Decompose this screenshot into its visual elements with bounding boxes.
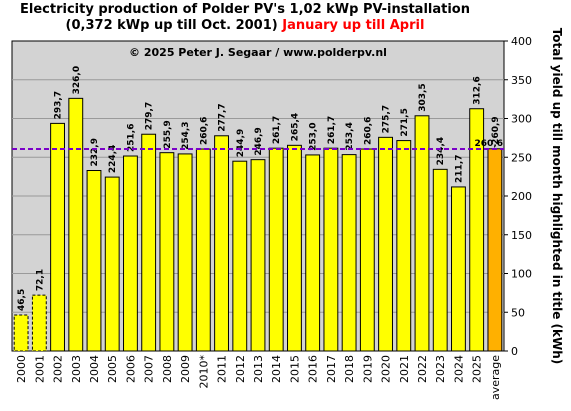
x-tick-label: 2000 (15, 355, 28, 383)
bar-value-label: 224,4 (108, 145, 118, 173)
bar (159, 152, 175, 352)
bar-value-label: 260,6 (363, 117, 373, 145)
bar-value-label: 265,4 (290, 113, 300, 141)
bar-value-label: 260,6 (199, 117, 209, 145)
bar-value-label: 254,3 (181, 121, 191, 149)
bar-value-label: 271,5 (400, 108, 410, 136)
bar (287, 144, 302, 352)
y-tick-label: 400 (511, 35, 532, 48)
bar (214, 135, 229, 352)
x-tick-label: 2021 (398, 355, 411, 383)
bar-value-label: 232,9 (90, 138, 100, 166)
x-tick-label: 2006 (124, 355, 137, 383)
x-tick-label: 2004 (88, 355, 101, 383)
x-tick-label: 2020 (380, 355, 393, 383)
x-tick-label: 2010* (197, 355, 210, 389)
bar-average (487, 148, 503, 352)
bar-value-label: 260,9 (491, 116, 501, 144)
y-tick-label: 0 (511, 345, 518, 358)
bar (432, 168, 448, 352)
x-tick-label: 2015 (288, 355, 301, 383)
x-tick-label: 2016 (307, 355, 320, 383)
y-tick-label: 350 (511, 74, 532, 87)
bar-value-label: 303,5 (418, 83, 428, 111)
x-tick-label: 2007 (143, 355, 156, 383)
bar (341, 154, 357, 352)
x-tick-label: 2003 (70, 355, 83, 383)
bar (13, 314, 29, 352)
bar-value-label: 279,7 (145, 102, 155, 130)
x-tick-label: 2022 (416, 355, 429, 383)
x-tick-label: 2019 (361, 355, 374, 383)
x-tick-label: 2025 (471, 355, 484, 383)
bar-value-label: 234,4 (436, 137, 446, 165)
bar (469, 108, 485, 352)
bar-value-label: 326,0 (72, 66, 82, 94)
bar (396, 140, 412, 352)
bar (323, 147, 339, 352)
x-tick-label: 2011 (216, 355, 229, 383)
bar (451, 186, 466, 352)
bar (50, 122, 65, 352)
bar (305, 154, 321, 352)
bar-value-label: 253,0 (309, 122, 319, 150)
y-axis-title: Total yield up till month highlighted in… (550, 28, 564, 365)
x-tick-label: 2013 (252, 355, 265, 383)
bar-value-label: 275,7 (382, 105, 392, 133)
chart-title-period: (0,372 kWp up till Oct. 2001) (65, 18, 278, 33)
bar-value-label: 244,9 (236, 129, 246, 157)
x-tick-label: 2008 (161, 355, 174, 383)
y-tick-label: 200 (511, 190, 532, 203)
bar (378, 136, 393, 352)
y-tick-label: 100 (511, 268, 532, 281)
bar-value-label: 251,6 (126, 124, 136, 152)
x-tick-label: 2001 (33, 355, 46, 383)
x-tick-label: 2024 (452, 355, 465, 383)
bar-value-label: 261,7 (272, 116, 282, 144)
bar (414, 115, 430, 352)
bar (141, 133, 157, 352)
bar-value-label: 261,7 (327, 116, 337, 144)
bar-value-label: 312,6 (473, 76, 483, 104)
x-tick-label: 2017 (325, 355, 338, 383)
average-line-label: 260,6 (475, 139, 503, 149)
bar (177, 153, 193, 352)
y-tick-label: 150 (511, 229, 532, 242)
bar (268, 147, 284, 352)
bar (232, 160, 248, 352)
bar-value-label: 293,7 (54, 91, 64, 119)
bar (195, 148, 211, 352)
chart-title-highlight: January up till April (282, 18, 425, 33)
bar-value-label: 277,7 (218, 103, 228, 131)
y-tick-label: 300 (511, 113, 532, 126)
bar (68, 97, 84, 352)
chart-title-line1: Electricity production of Polder PV's 1,… (20, 2, 470, 17)
x-tick-label: 2023 (434, 355, 447, 383)
bar (104, 176, 120, 352)
bar (31, 294, 47, 352)
y-tick-label: 250 (511, 151, 532, 164)
bar (250, 159, 266, 352)
x-tick-label: 2012 (234, 355, 247, 383)
x-tick-label: 2005 (106, 355, 119, 383)
bar-value-label: 253,4 (345, 122, 355, 150)
chart-title-line2: (0,372 kWp up till Oct. 2001) January up… (0, 18, 490, 33)
x-tick-label: 2014 (270, 355, 283, 383)
x-tick-label: 2018 (343, 355, 356, 383)
bar-value-label: 72,1 (35, 269, 45, 291)
bar-value-label: 46,5 (17, 289, 27, 311)
bar-value-label: 211,7 (454, 154, 464, 182)
bar-value-label: 246,9 (254, 127, 264, 155)
bar (123, 155, 138, 352)
bar (359, 148, 375, 352)
copyright-text: © 2025 Peter J. Segaar / www.polderpv.nl (129, 46, 387, 59)
x-tick-label: 2002 (52, 355, 65, 383)
bar (86, 170, 102, 352)
bar-value-label: 255,9 (163, 120, 173, 148)
x-tick-label: 2009 (179, 355, 192, 383)
x-tick-label: average (489, 355, 502, 400)
y-tick-label: 50 (511, 306, 525, 319)
